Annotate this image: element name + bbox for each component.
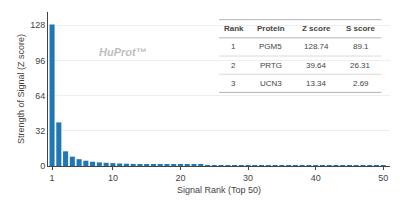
svg-text:PGM5: PGM5	[259, 42, 282, 51]
svg-text:0: 0	[40, 161, 45, 171]
svg-text:32: 32	[35, 126, 45, 136]
svg-text:128: 128	[30, 20, 45, 30]
svg-text:2.69: 2.69	[353, 79, 369, 88]
svg-text:39.64: 39.64	[306, 61, 327, 70]
svg-text:13.34: 13.34	[306, 79, 327, 88]
svg-text:30: 30	[243, 173, 253, 183]
svg-text:26.31: 26.31	[350, 61, 371, 70]
svg-text:Protein: Protein	[257, 24, 285, 33]
svg-text:S score: S score	[346, 24, 375, 33]
svg-text:89.1: 89.1	[353, 42, 369, 51]
svg-text:20: 20	[175, 173, 185, 183]
svg-text:Z score: Z score	[302, 24, 331, 33]
svg-text:UCN3: UCN3	[260, 79, 282, 88]
svg-text:96: 96	[35, 56, 45, 66]
svg-text:1: 1	[231, 42, 236, 51]
svg-text:Rank: Rank	[224, 24, 244, 33]
svg-text:2: 2	[231, 61, 236, 70]
svg-text:1: 1	[50, 173, 55, 183]
svg-text:3: 3	[231, 79, 236, 88]
svg-text:10: 10	[108, 173, 118, 183]
svg-text:HuProt™: HuProt™	[99, 46, 147, 58]
svg-text:PRTG: PRTG	[260, 61, 282, 70]
svg-text:64: 64	[35, 91, 45, 101]
svg-text:40: 40	[311, 173, 321, 183]
svg-text:Strength of Signal (Z score): Strength of Signal (Z score)	[16, 34, 26, 144]
svg-text:Signal Rank (Top 50): Signal Rank (Top 50)	[177, 185, 261, 195]
svg-text:128.74: 128.74	[304, 42, 329, 51]
svg-text:50: 50	[378, 173, 388, 183]
